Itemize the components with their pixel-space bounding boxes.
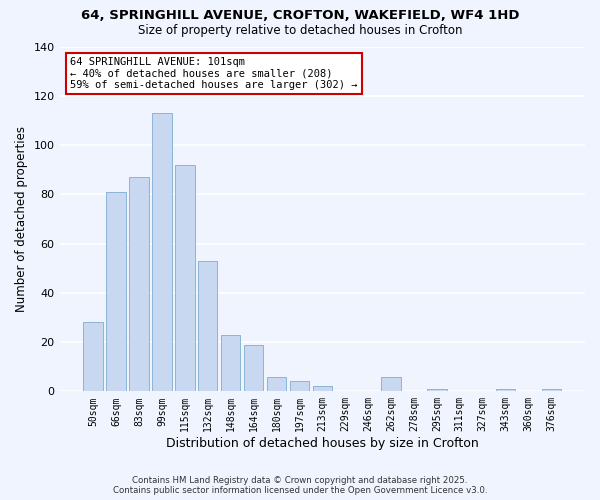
Bar	[175, 164, 194, 392]
Bar	[267, 376, 286, 392]
Bar	[221, 334, 241, 392]
X-axis label: Distribution of detached houses by size in Crofton: Distribution of detached houses by size …	[166, 437, 479, 450]
Bar	[198, 261, 217, 392]
Bar	[381, 376, 401, 392]
Bar	[106, 192, 126, 392]
Bar	[129, 177, 149, 392]
Text: 64, SPRINGHILL AVENUE, CROFTON, WAKEFIELD, WF4 1HD: 64, SPRINGHILL AVENUE, CROFTON, WAKEFIEL…	[81, 9, 519, 22]
Text: Contains HM Land Registry data © Crown copyright and database right 2025.
Contai: Contains HM Land Registry data © Crown c…	[113, 476, 487, 495]
Y-axis label: Number of detached properties: Number of detached properties	[15, 126, 28, 312]
Bar	[542, 389, 561, 392]
Bar	[313, 386, 332, 392]
Bar	[244, 344, 263, 392]
Bar	[427, 389, 446, 392]
Bar	[152, 113, 172, 392]
Bar	[496, 389, 515, 392]
Text: 64 SPRINGHILL AVENUE: 101sqm
← 40% of detached houses are smaller (208)
59% of s: 64 SPRINGHILL AVENUE: 101sqm ← 40% of de…	[70, 57, 358, 90]
Text: Size of property relative to detached houses in Crofton: Size of property relative to detached ho…	[138, 24, 462, 37]
Bar	[83, 322, 103, 392]
Bar	[290, 382, 309, 392]
